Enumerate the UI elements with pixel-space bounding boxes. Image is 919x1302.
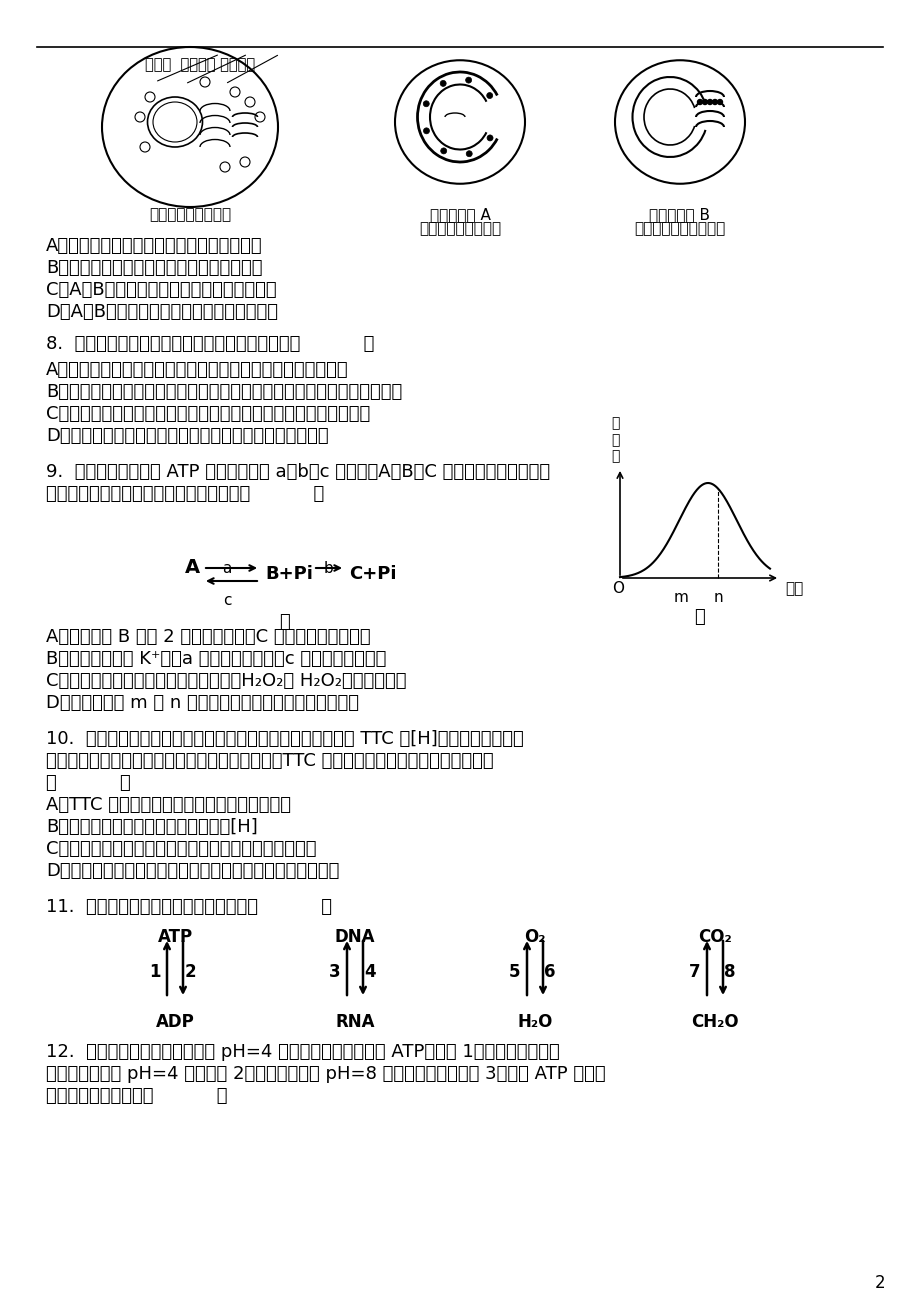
Text: 蛋白质沉积在高尔基体: 蛋白质沉积在高尔基体 bbox=[634, 221, 725, 236]
Text: RNA: RNA bbox=[335, 1013, 374, 1031]
Text: DNA: DNA bbox=[335, 928, 375, 947]
Text: C+Pi: C+Pi bbox=[348, 565, 396, 583]
Text: b: b bbox=[323, 561, 334, 575]
Circle shape bbox=[707, 99, 711, 104]
Text: 7: 7 bbox=[688, 963, 700, 980]
Text: 5: 5 bbox=[509, 963, 520, 980]
Circle shape bbox=[697, 99, 702, 104]
Circle shape bbox=[702, 99, 707, 104]
Text: B+Pi: B+Pi bbox=[265, 565, 312, 583]
Text: A．叶绿体内类囊体膜堆叠使膜面积增大，有利于充分利用光能: A．叶绿体内类囊体膜堆叠使膜面积增大，有利于充分利用光能 bbox=[46, 361, 348, 379]
Text: m: m bbox=[673, 590, 687, 605]
Text: a: a bbox=[222, 561, 232, 575]
Text: ADP: ADP bbox=[155, 1013, 194, 1031]
Text: 乙: 乙 bbox=[694, 608, 705, 626]
Text: 酶
活
性: 酶 活 性 bbox=[610, 417, 618, 464]
Text: D．A、B基因的突变会影响细胞膜蛋白的更新: D．A、B基因的突变会影响细胞膜蛋白的更新 bbox=[46, 303, 278, 322]
Text: CH₂O: CH₂O bbox=[690, 1013, 738, 1031]
Circle shape bbox=[423, 100, 429, 107]
Text: D．有氧条件下野生型和呼吸缺陷型酵母菌细胞呼吸产物不同: D．有氧条件下野生型和呼吸缺陷型酵母菌细胞呼吸产物不同 bbox=[46, 862, 339, 880]
Text: D．图乙中温度 m 比 n 时酶活性低，此时更有利于酶的保存: D．图乙中温度 m 比 n 时酶活性低，此时更有利于酶的保存 bbox=[46, 694, 358, 712]
Text: 内质网  高尔基体 分泌小泡: 内质网 高尔基体 分泌小泡 bbox=[145, 57, 255, 72]
Text: O₂: O₂ bbox=[524, 928, 545, 947]
Text: 10.  在野生型酵母菌线粒体内有氧呼吸相关酶作用下，显色剂 TTC 与[H]结合使酵母菌呈红: 10. 在野生型酵母菌线粒体内有氧呼吸相关酶作用下，显色剂 TTC 与[H]结合… bbox=[46, 730, 523, 749]
Circle shape bbox=[486, 92, 493, 99]
Text: A．出现不同突变体说明基因突变具有随机性: A．出现不同突变体说明基因突变具有随机性 bbox=[46, 237, 262, 255]
Text: n: n bbox=[713, 590, 723, 605]
Circle shape bbox=[439, 81, 446, 86]
Text: H₂O: H₂O bbox=[516, 1013, 552, 1031]
Text: B．神经细胞轴突末梢有大量突起，有利于接受更多神经递质进行信息传递: B．神经细胞轴突末梢有大量突起，有利于接受更多神经递质进行信息传递 bbox=[46, 383, 402, 401]
Text: A．图甲中的 B 含有 2 个高能磷酸键，C 为腺嘌呤核糖核苷酸: A．图甲中的 B 含有 2 个高能磷酸键，C 为腺嘌呤核糖核苷酸 bbox=[46, 628, 370, 646]
Text: A．TTC 可用来鉴别野生型和呼吸缺陷型酵母菌: A．TTC 可用来鉴别野生型和呼吸缺陷型酵母菌 bbox=[46, 796, 290, 814]
Text: 和类囊体均达到 pH=4 时（见图 2），将其转移到 pH=8 的碱性溶液中（见图 3）发现 ATP 合成。: 和类囊体均达到 pH=4 时（见图 2），将其转移到 pH=8 的碱性溶液中（见… bbox=[46, 1065, 605, 1083]
Text: 分泌突变体 B: 分泌突变体 B bbox=[649, 207, 709, 223]
Text: C．A、B基因双突变体蛋白质沉积在高尔基体: C．A、B基因双突变体蛋白质沉积在高尔基体 bbox=[46, 281, 277, 299]
Text: D．线粒体内膜向内突起形成嵴，有利于有氧呼吸快速进行: D．线粒体内膜向内突起形成嵴，有利于有氧呼吸快速进行 bbox=[46, 427, 328, 445]
Text: C．野生型酵母菌有氧呼吸时丙酮酸在线粒体基质中分解: C．野生型酵母菌有氧呼吸时丙酮酸在线粒体基质中分解 bbox=[46, 840, 316, 858]
Text: c: c bbox=[222, 592, 231, 608]
Text: 分泌突变体 A: 分泌突变体 A bbox=[429, 207, 490, 223]
Text: 甲: 甲 bbox=[279, 613, 290, 631]
Text: 正常细胞蛋白质分泌: 正常细胞蛋白质分泌 bbox=[149, 207, 231, 223]
Text: ATP: ATP bbox=[157, 928, 192, 947]
Text: 8.  下列有关结构与功能相统一的观点不正确的是（           ）: 8. 下列有关结构与功能相统一的观点不正确的是（ ） bbox=[46, 335, 374, 353]
Text: （           ）: （ ） bbox=[46, 773, 130, 792]
Text: 酶活性与温度的关系。下列叙述正确的是（           ）: 酶活性与温度的关系。下列叙述正确的是（ ） bbox=[46, 486, 323, 503]
Text: 2: 2 bbox=[874, 1273, 884, 1292]
Text: B．神经细胞吸收 K⁺时，a 催化的反应加快，c 催化的反应被抑制: B．神经细胞吸收 K⁺时，a 催化的反应加快，c 催化的反应被抑制 bbox=[46, 650, 386, 668]
Text: 色。呼吸缺陷型酵母菌由于缺乏有氧呼吸相关酶，TTC 不能使其呈红色。下列叙述错误的是: 色。呼吸缺陷型酵母菌由于缺乏有氧呼吸相关酶，TTC 不能使其呈红色。下列叙述错误… bbox=[46, 753, 494, 769]
Circle shape bbox=[465, 77, 471, 83]
Text: C．某些低等植物细胞中心体的存在，有利于其有丝分裂的正常进行: C．某些低等植物细胞中心体的存在，有利于其有丝分裂的正常进行 bbox=[46, 405, 369, 423]
Circle shape bbox=[486, 135, 493, 141]
Text: B．可用同位素标记法研究蛋白质的分泌过程: B．可用同位素标记法研究蛋白质的分泌过程 bbox=[46, 259, 262, 277]
Circle shape bbox=[440, 148, 447, 154]
Text: O: O bbox=[611, 581, 623, 596]
Text: 4: 4 bbox=[364, 963, 375, 980]
Text: 3: 3 bbox=[329, 963, 340, 980]
Text: 下列叙述不合理的是（           ）: 下列叙述不合理的是（ ） bbox=[46, 1087, 227, 1105]
Text: CO₂: CO₂ bbox=[698, 928, 732, 947]
Text: 蛋白质沉积在内质网: 蛋白质沉积在内质网 bbox=[418, 221, 501, 236]
Text: 8: 8 bbox=[723, 963, 735, 980]
Text: 温度: 温度 bbox=[784, 581, 802, 596]
Text: C．研究酶活性与温度关系时，可以选择H₂O₂和 H₂O₂酶为实验材料: C．研究酶活性与温度关系时，可以选择H₂O₂和 H₂O₂酶为实验材料 bbox=[46, 672, 406, 690]
Text: B．呼吸缺陷型酵母菌细胞呼吸不产生[H]: B．呼吸缺陷型酵母菌细胞呼吸不产生[H] bbox=[46, 818, 257, 836]
Circle shape bbox=[423, 128, 429, 134]
Text: 12.  科学家将离体叶绿体浸泡在 pH=4 的酸性溶液中不能产生 ATP（见图 1），当叶绿体基质: 12. 科学家将离体叶绿体浸泡在 pH=4 的酸性溶液中不能产生 ATP（见图 … bbox=[46, 1043, 559, 1061]
Text: 11.  以下过程不能在生物膜上进行的是（           ）: 11. 以下过程不能在生物膜上进行的是（ ） bbox=[46, 898, 332, 917]
Text: 6: 6 bbox=[544, 963, 555, 980]
Circle shape bbox=[711, 99, 717, 104]
Text: 1: 1 bbox=[149, 963, 161, 980]
Circle shape bbox=[717, 99, 721, 104]
Text: 2: 2 bbox=[184, 963, 196, 980]
Text: A: A bbox=[185, 559, 200, 577]
Circle shape bbox=[466, 151, 471, 156]
Text: 9.  下图甲表示细胞中 ATP 反应链，图中 a、b、c 代表酶，A、B、C 代表化合物；图乙表示: 9. 下图甲表示细胞中 ATP 反应链，图中 a、b、c 代表酶，A、B、C 代… bbox=[46, 464, 550, 480]
